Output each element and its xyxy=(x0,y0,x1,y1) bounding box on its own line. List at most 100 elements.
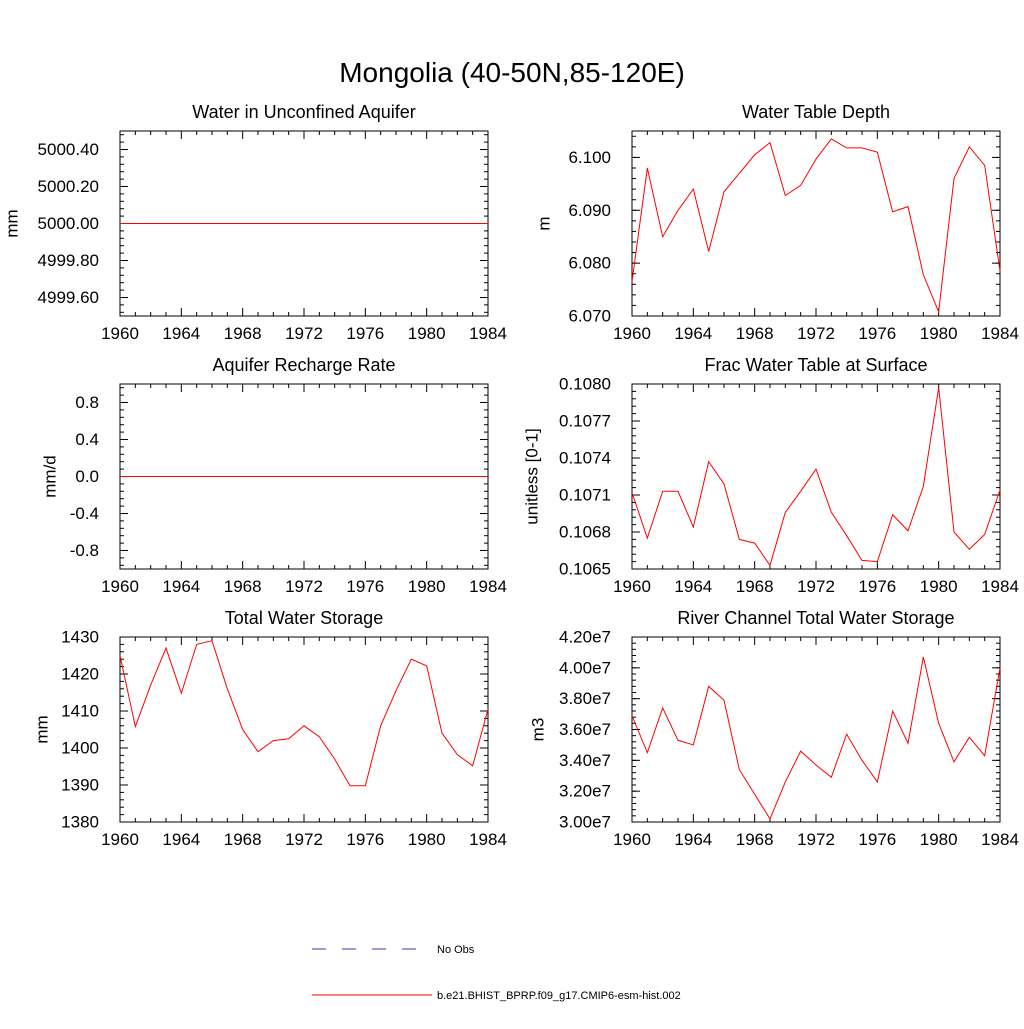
x-tick-label: 1976 xyxy=(858,830,896,849)
y-tick-label: 5000.20 xyxy=(38,177,99,196)
y-tick-label: 6.080 xyxy=(568,254,611,273)
y-tick-label: 3.80e7 xyxy=(559,689,611,708)
x-tick-label: 1968 xyxy=(736,324,774,343)
y-axis-label: m xyxy=(535,216,554,230)
x-tick-label: 1964 xyxy=(162,577,200,596)
panel-6: River Channel Total Water Storage m3 1960 1… xyxy=(529,608,1019,849)
y-tick-label: 4999.80 xyxy=(38,251,99,270)
y-axis-label: mm/d xyxy=(41,455,60,498)
x-tick-label: 1980 xyxy=(408,324,446,343)
panel-2: Water Table Depth m 1960 1964 1968 1972 1976 19… xyxy=(535,102,1019,343)
x-tick-label: 1968 xyxy=(224,830,262,849)
x-tick-label: 1960 xyxy=(101,324,139,343)
x-tick-label: 1972 xyxy=(797,324,835,343)
model-series-line xyxy=(119,640,489,787)
figure-title: Mongolia (40-50N,85-120E) xyxy=(339,57,685,88)
y-axis-label: mm xyxy=(3,209,22,237)
y-tick-label: 0.0 xyxy=(75,467,99,486)
x-tick-label: 1984 xyxy=(981,324,1019,343)
y-tick-label: 3.20e7 xyxy=(559,782,611,801)
x-tick-label: 1960 xyxy=(101,577,139,596)
x-tick-label: 1980 xyxy=(408,830,446,849)
y-tick-label: 5000.00 xyxy=(38,214,99,233)
y-tick-label: 0.1065 xyxy=(559,560,611,579)
x-tick-label: 1972 xyxy=(285,830,323,849)
x-tick-label: 1960 xyxy=(101,830,139,849)
x-tick-label: 1980 xyxy=(408,577,446,596)
panel-title: Water Table Depth xyxy=(742,102,890,122)
y-tick-label: 3.40e7 xyxy=(559,751,611,770)
x-tick-label: 1976 xyxy=(346,577,384,596)
y-tick-label: -0.4 xyxy=(70,504,99,523)
panels: Water in Unconfined Aquifer mm 1960 1964 196… xyxy=(3,102,1019,849)
panel-title: Water in Unconfined Aquifer xyxy=(192,102,415,122)
y-axis-label: m3 xyxy=(529,718,548,742)
y-tick-label: 0.1071 xyxy=(559,486,611,505)
x-tick-label: 1976 xyxy=(346,324,384,343)
x-tick-label: 1968 xyxy=(224,324,262,343)
legend-obs-label: No Obs xyxy=(437,944,475,956)
x-tick-label: 1968 xyxy=(224,577,262,596)
model-series-line xyxy=(631,138,1001,314)
x-tick-label: 1972 xyxy=(797,577,835,596)
x-tick-label: 1980 xyxy=(920,577,958,596)
x-tick-label: 1972 xyxy=(797,830,835,849)
x-tick-label: 1972 xyxy=(285,577,323,596)
y-tick-label: 0.1077 xyxy=(559,412,611,431)
panel-1: Water in Unconfined Aquifer mm 1960 1964 196… xyxy=(3,102,507,343)
panel-title: Total Water Storage xyxy=(225,608,383,628)
panel-3: Aquifer Recharge Rate mm/d 1960 1964 1968 197… xyxy=(41,355,507,596)
y-tick-label: 0.8 xyxy=(75,393,99,412)
panel-title: Aquifer Recharge Rate xyxy=(212,355,395,375)
y-tick-label: 1410 xyxy=(61,702,99,721)
y-tick-label: 0.1074 xyxy=(559,449,611,468)
panel-5: Total Water Storage mm 1960 1964 1968 1972 197… xyxy=(33,608,507,849)
y-tick-label: 0.4 xyxy=(75,430,99,449)
panel-title: Frac Water Table at Surface xyxy=(704,355,927,375)
y-tick-label: 4.20e7 xyxy=(559,628,611,647)
panel-frame xyxy=(631,636,1001,823)
y-tick-label: 3.60e7 xyxy=(559,720,611,739)
panel-4: Frac Water Table at Surface unitless [0-1… xyxy=(523,355,1019,596)
y-tick-label: 6.100 xyxy=(568,148,611,167)
y-tick-label: 4999.60 xyxy=(38,288,99,307)
y-tick-label: 5000.40 xyxy=(38,140,99,159)
x-tick-label: 1984 xyxy=(469,577,507,596)
x-tick-label: 1964 xyxy=(674,830,712,849)
model-series-line xyxy=(631,656,1001,821)
x-tick-label: 1964 xyxy=(162,830,200,849)
x-tick-label: 1960 xyxy=(613,324,651,343)
y-axis-label: unitless [0-1] xyxy=(523,428,542,524)
y-tick-label: 1420 xyxy=(61,665,99,684)
x-tick-label: 1980 xyxy=(920,830,958,849)
panel-frame xyxy=(631,383,1001,570)
y-tick-label: 0.1080 xyxy=(559,375,611,394)
x-tick-label: 1984 xyxy=(469,830,507,849)
y-tick-label: 4.00e7 xyxy=(559,658,611,677)
x-tick-label: 1972 xyxy=(285,324,323,343)
x-tick-label: 1968 xyxy=(736,830,774,849)
x-tick-label: 1980 xyxy=(920,324,958,343)
y-tick-label: 6.090 xyxy=(568,201,611,220)
x-tick-label: 1960 xyxy=(613,577,651,596)
model-series-line xyxy=(631,387,1001,567)
y-tick-label: 3.00e7 xyxy=(559,813,611,832)
y-axis-label: mm xyxy=(33,715,52,743)
x-tick-label: 1976 xyxy=(346,830,384,849)
y-tick-label: 1430 xyxy=(61,628,99,647)
x-tick-label: 1964 xyxy=(674,324,712,343)
y-tick-label: 1380 xyxy=(61,813,99,832)
y-tick-label: 6.070 xyxy=(568,307,611,326)
panel-title: River Channel Total Water Storage xyxy=(677,608,954,628)
x-tick-label: 1976 xyxy=(858,324,896,343)
x-tick-label: 1964 xyxy=(674,577,712,596)
panel-frame xyxy=(119,636,489,823)
y-tick-label: 1400 xyxy=(61,739,99,758)
legend: No Obs b.e21.BHIST_BPRP.f09_g17.CMIP6-es… xyxy=(312,944,681,1002)
x-tick-label: 1964 xyxy=(162,324,200,343)
legend-model-label: b.e21.BHIST_BPRP.f09_g17.CMIP6-esm-hist.… xyxy=(437,990,681,1002)
x-tick-label: 1984 xyxy=(469,324,507,343)
x-tick-label: 1976 xyxy=(858,577,896,596)
